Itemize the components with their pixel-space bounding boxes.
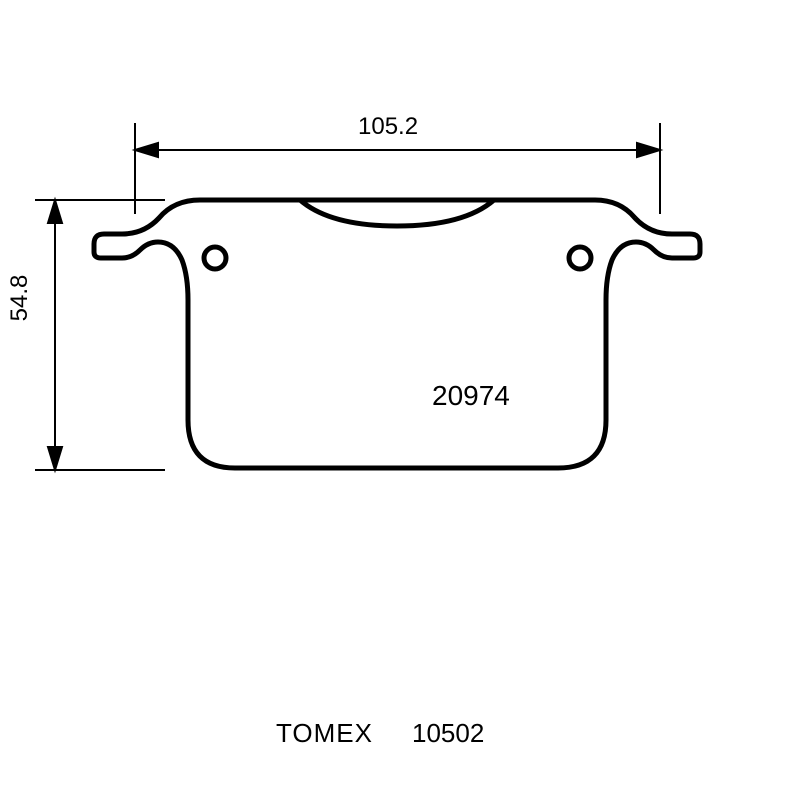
dimension-height-label: 54.8: [6, 238, 34, 358]
technical-drawing-canvas: 105.2 54.8 20974 TOMEX 10502: [0, 0, 800, 800]
part-number-label: 20974: [432, 380, 510, 412]
dimension-width-label: 105.2: [358, 113, 418, 141]
brake-pad-outline: [94, 200, 700, 468]
dimension-height: [35, 200, 165, 470]
brand-code: 10502: [412, 718, 484, 749]
brand-name: TOMEX: [276, 718, 373, 749]
